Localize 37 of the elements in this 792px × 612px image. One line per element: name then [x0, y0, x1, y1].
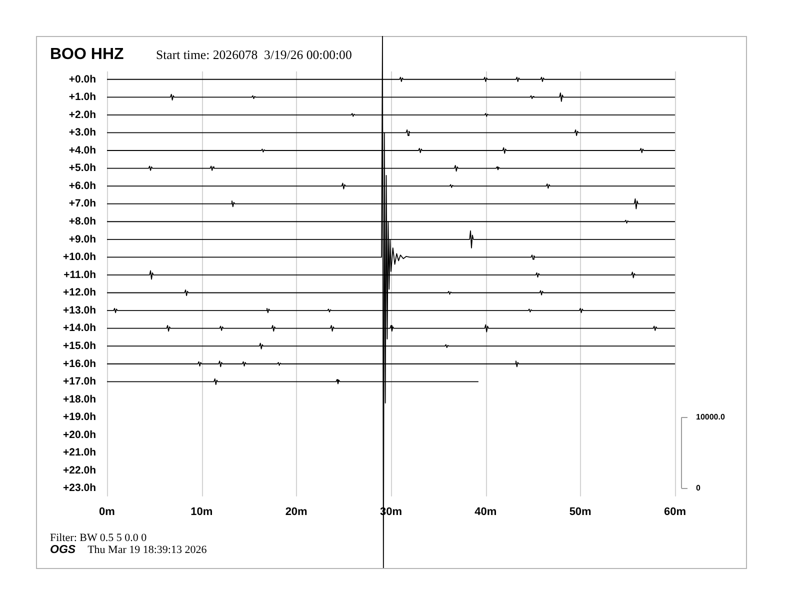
- y-tick-label: +9.0h: [68, 233, 96, 246]
- y-tick-label: +18.0h: [63, 393, 96, 406]
- y-tick-label: +8.0h: [68, 216, 96, 228]
- y-tick-label: +16.0h: [63, 358, 96, 370]
- text: Start time: 2026078 3/19/26 00:00:00: [156, 48, 352, 63]
- y2-tick-label: 10000.0: [696, 412, 726, 422]
- y-tick-label: +15.0h: [63, 340, 96, 352]
- y-tick-label: +3.0h: [68, 126, 96, 139]
- y-tick-label: +11.0h: [64, 268, 96, 281]
- y-tick-label: +14.0h: [63, 322, 96, 334]
- x-tick-label: 60m: [664, 506, 686, 518]
- y-tick-label: +20.0h: [63, 428, 96, 441]
- y-tick-label: +23.0h: [63, 482, 96, 494]
- y-tick-label: +7.0h: [68, 198, 96, 210]
- y-tick-label: +10.0h: [63, 251, 96, 264]
- y-tick-label: +12.0h: [63, 286, 96, 299]
- y-tick-label: +22.0h: [63, 464, 96, 476]
- y-tick-label: +4.0h: [68, 144, 96, 156]
- x-tick-label: 40m: [474, 506, 497, 518]
- x-tick-label: 10m: [190, 506, 213, 518]
- text: OGS: [50, 544, 76, 556]
- x-tick-label: 50m: [569, 506, 592, 518]
- x-tick-label: 0m: [99, 506, 116, 518]
- y-tick-label: +5.0h: [68, 162, 96, 174]
- text: BOO HHZ: [50, 46, 124, 64]
- y-tick-label: +19.0h: [63, 411, 96, 424]
- y-tick-label: +21.0h: [63, 446, 96, 459]
- annotation: Filter: BW 0.5 5 0.0 0: [50, 532, 147, 544]
- y-tick-label: +1.0h: [68, 91, 96, 104]
- y-tick-label: +13.0h: [63, 304, 96, 316]
- annotation: Thu Mar 19 18:39:13 2026: [88, 544, 207, 556]
- y-tick-label: +0.0h: [68, 73, 96, 86]
- y2-tick-label: 0: [696, 484, 701, 493]
- y-tick-label: +2.0h: [68, 108, 96, 121]
- x-tick-label: 20m: [285, 506, 308, 518]
- y-tick-label: +6.0h: [68, 180, 96, 192]
- y-tick-label: +17.0h: [63, 376, 96, 388]
